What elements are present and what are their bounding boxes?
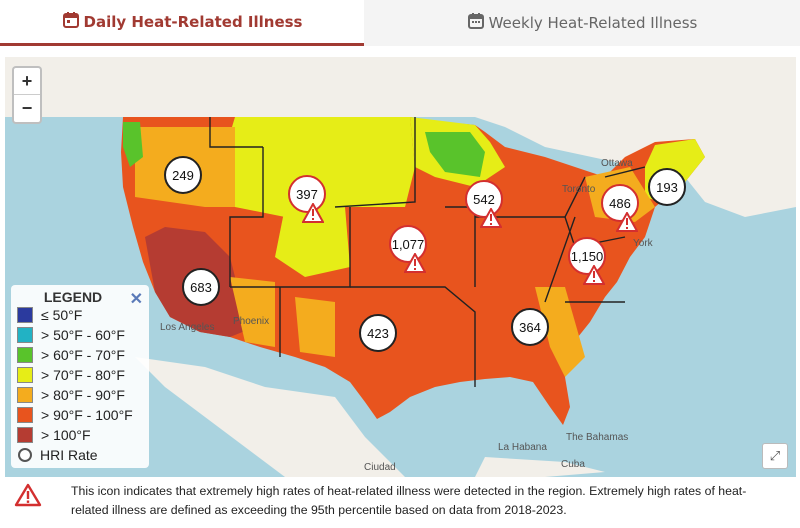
place-label-york: York: [633, 238, 653, 249]
legend-item-label: > 60°F - 70°F: [41, 347, 125, 363]
footnote-text: This icon indicates that extremely high …: [71, 484, 747, 517]
place-label-ciudad: Ciudad: [364, 462, 396, 473]
warning-icon: [14, 483, 42, 507]
hri-rate-marker[interactable]: 423: [359, 314, 397, 352]
legend-swatch: [17, 327, 33, 343]
legend-item-label: > 70°F - 80°F: [41, 367, 125, 383]
legend-item: > 70°F - 80°F: [17, 365, 143, 385]
warning-icon[interactable]: [583, 265, 605, 285]
legend-item: > 100°F: [17, 425, 143, 445]
hri-rate-marker[interactable]: 1,077: [389, 225, 427, 263]
warning-icon[interactable]: [480, 208, 502, 228]
heat-map[interactable]: Ottawa Toronto York Los Angeles Phoenix …: [5, 57, 796, 477]
tab-weekly[interactable]: Weekly Heat-Related Illness: [364, 0, 800, 46]
tab-daily[interactable]: Daily Heat-Related Illness: [0, 0, 364, 46]
place-label-cuba: Cuba: [561, 459, 585, 470]
legend-item-label: > 100°F: [41, 427, 91, 443]
map-legend: LEGEND ✕ ≤ 50°F > 50°F - 60°F > 60°F - 70°…: [11, 285, 149, 468]
legend-item-label: > 50°F - 60°F: [41, 327, 125, 343]
legend-item: > 80°F - 90°F: [17, 385, 143, 405]
legend-item: > 50°F - 60°F: [17, 325, 143, 345]
legend-swatch: [17, 307, 33, 323]
zoom-in-button[interactable]: +: [14, 68, 40, 95]
hri-rate-marker[interactable]: 683: [182, 268, 220, 306]
place-label-phoenix: Phoenix: [233, 316, 270, 327]
legend-item: > 60°F - 70°F: [17, 345, 143, 365]
legend-swatch: [17, 387, 33, 403]
place-label-bahamas: The Bahamas: [566, 432, 629, 443]
legend-swatch: [17, 427, 33, 443]
legend-item: ≤ 50°F: [17, 305, 143, 325]
footnote: This icon indicates that extremely high …: [14, 480, 794, 524]
hri-circle-icon: [18, 448, 32, 462]
calendar-icon: [62, 11, 80, 33]
hri-rate-marker[interactable]: 486: [601, 184, 639, 222]
hri-rate-marker[interactable]: 397: [288, 175, 326, 213]
legend-title: LEGEND: [43, 289, 103, 305]
legend-item-label: HRI Rate: [40, 447, 98, 463]
legend-item: > 90°F - 100°F: [17, 405, 143, 425]
zoom-control: + −: [12, 66, 42, 124]
tab-weekly-label: Weekly Heat-Related Illness: [488, 14, 698, 32]
tab-daily-label: Daily Heat-Related Illness: [83, 12, 303, 31]
hri-rate-marker[interactable]: 1,150: [568, 237, 606, 275]
legend-item-label: ≤ 50°F: [41, 307, 83, 323]
legend-swatch: [17, 367, 33, 383]
hri-rate-marker[interactable]: 249: [164, 156, 202, 194]
hri-rate-marker[interactable]: 193: [648, 168, 686, 206]
calendar-icon: [467, 12, 485, 34]
expand-icon: ⤢: [769, 448, 781, 463]
warning-icon[interactable]: [404, 253, 426, 273]
tab-bar: Daily Heat-Related Illness Weekly Heat-R…: [0, 0, 800, 46]
legend-swatch: [17, 347, 33, 363]
legend-items: ≤ 50°F > 50°F - 60°F > 60°F - 70°F > 70°F -…: [17, 305, 143, 445]
hri-rate-marker[interactable]: 542: [465, 180, 503, 218]
warning-icon[interactable]: [302, 203, 324, 223]
legend-swatch: [17, 407, 33, 423]
place-label-toronto: Toronto: [562, 184, 596, 195]
place-label-ottawa: Ottawa: [601, 158, 633, 169]
warning-icon[interactable]: [616, 212, 638, 232]
legend-close-button[interactable]: ✕: [129, 291, 143, 308]
legend-item-label: > 90°F - 100°F: [41, 407, 133, 423]
legend-item-hri-rate: HRI Rate: [17, 445, 143, 465]
legend-item-label: > 80°F - 90°F: [41, 387, 125, 403]
hri-rate-marker[interactable]: 364: [511, 308, 549, 346]
zoom-out-button[interactable]: −: [21, 98, 33, 118]
place-label-la-habana: La Habana: [498, 442, 547, 453]
fullscreen-button[interactable]: ⤢: [762, 443, 788, 469]
place-label-los-angeles: Los Angeles: [160, 322, 215, 333]
